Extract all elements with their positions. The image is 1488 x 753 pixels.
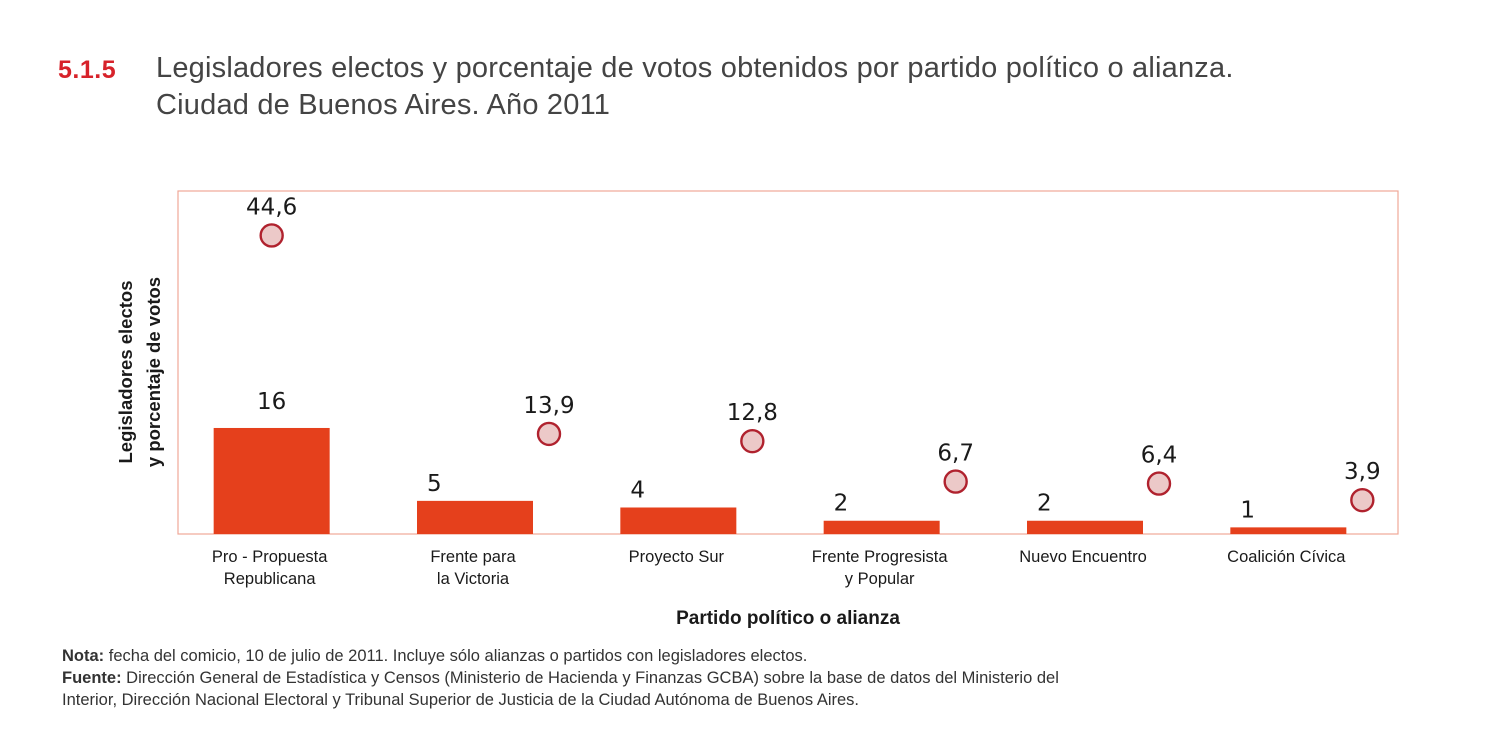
category-label: Frente para [430, 548, 516, 566]
vote-value-label: 12,8 [727, 400, 778, 426]
bar [1230, 527, 1347, 534]
title-number: 5.1.5 [58, 56, 117, 84]
title-line-1: Legisladores electos y porcentaje de vot… [156, 52, 1234, 84]
source-line-1: Fuente: Dirección General de Estadística… [62, 667, 1059, 689]
vote-value-label: 3,9 [1344, 459, 1381, 485]
source-label: Fuente: [62, 669, 122, 687]
bar [1027, 520, 1143, 534]
bar-value-label: 16 [257, 389, 286, 415]
vote-marker [1350, 487, 1375, 513]
source-line-2: Interior, Dirección Nacional Electoral y… [62, 691, 860, 709]
category-label: Republicana [224, 570, 317, 588]
category-label: la Victoria [437, 570, 510, 588]
note-label: Nota: [62, 647, 105, 665]
category-label: Coalición Cívica [1227, 548, 1346, 566]
bar [213, 427, 330, 534]
bar [417, 500, 533, 534]
category-label: Nuevo Encuentro [1019, 548, 1147, 566]
vote-marker [536, 421, 562, 447]
bar-value-label: 2 [834, 491, 849, 517]
vote-value-label: 44,6 [246, 194, 297, 220]
vote-value-label: 6,4 [1141, 443, 1178, 469]
vote-value-label: 6,7 [937, 441, 974, 467]
category-label: Proyecto Sur [629, 548, 725, 566]
bar-value-label: 5 [427, 471, 442, 497]
title-line-2: Ciudad de Buenos Aires. Año 2011 [156, 89, 611, 121]
category-label: Pro - Propuesta [212, 548, 328, 566]
source-text-1: Dirección General de Estadística y Censo… [121, 669, 1059, 687]
category-label: y Popular [845, 570, 915, 588]
category-label: Frente Progresista [812, 548, 949, 566]
plot-frame [177, 190, 1399, 535]
bar-value-label: 1 [1240, 497, 1255, 523]
y-axis-title: y porcentaje de votos [143, 277, 164, 467]
vote-marker [259, 223, 284, 248]
bar [823, 520, 940, 534]
y-axis-title: Legisladores electos [115, 280, 136, 463]
note-line: Nota: fecha del comicio, 10 de julio de … [62, 645, 1059, 667]
notes: Nota: fecha del comicio, 10 de julio de … [62, 645, 1059, 711]
bar-value-label: 4 [630, 477, 645, 503]
bar-value-label: 2 [1037, 491, 1052, 517]
x-axis-title: Partido político o alianza [676, 608, 900, 629]
vote-marker [740, 428, 765, 454]
note-text: fecha del comicio, 10 de julio de 2011. … [104, 647, 808, 665]
bar [620, 507, 737, 534]
vote-marker [943, 469, 968, 494]
vote-marker [1146, 471, 1172, 496]
vote-value-label: 13,9 [523, 393, 574, 419]
